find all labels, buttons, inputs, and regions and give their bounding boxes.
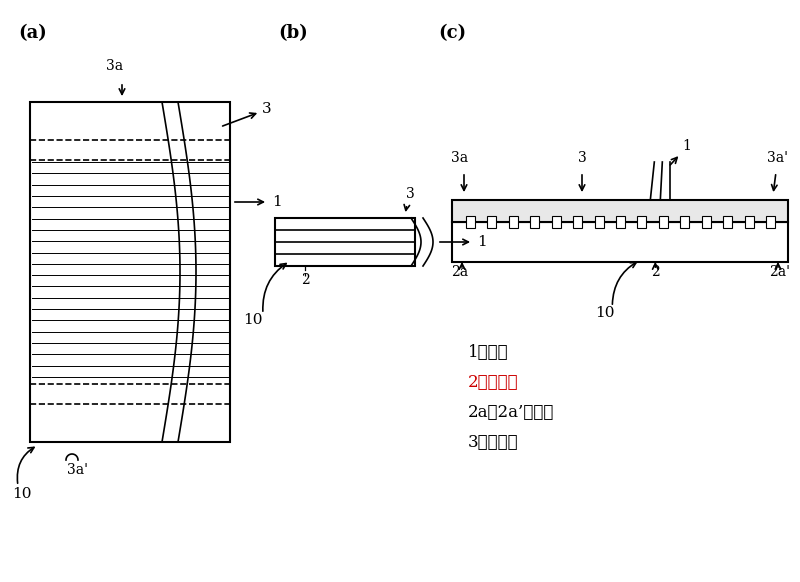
Bar [509,216,518,228]
Bar [659,216,668,228]
Text: 2a: 2a [451,265,469,279]
Bar [723,216,732,228]
Text: 3: 3 [406,187,414,201]
Text: 3a: 3a [451,151,469,165]
Bar [452,222,788,262]
Bar [766,216,775,228]
Bar [680,216,690,228]
Text: 1: 1 [682,139,691,153]
Text: (a): (a) [18,24,46,42]
Text: 3: 3 [262,102,272,116]
Text: 10: 10 [243,313,262,327]
Text: 10: 10 [12,487,31,501]
Bar [573,216,582,228]
Text: (c): (c) [438,24,466,42]
Bar [552,216,561,228]
Text: 3: 3 [578,151,586,165]
Text: 1：芯体: 1：芯体 [468,343,509,360]
Bar [616,216,625,228]
Text: 2a': 2a' [770,265,790,279]
Text: 2: 2 [651,265,660,279]
Text: 2：下覆层: 2：下覆层 [468,374,518,391]
Bar [638,216,646,228]
Text: 1: 1 [477,235,486,249]
Bar [452,200,788,222]
Bar [275,218,415,266]
Bar [30,102,230,442]
Text: 3a': 3a' [67,463,89,477]
Text: 3：上覆层: 3：上覆层 [468,434,518,450]
Bar [745,216,754,228]
Text: 2a，2a’：端面: 2a，2a’：端面 [468,403,554,421]
Bar [487,216,497,228]
Bar [530,216,539,228]
Bar [594,216,603,228]
Text: 10: 10 [595,306,615,320]
Text: 1: 1 [272,195,282,209]
Text: 3a: 3a [106,59,123,73]
Bar [466,216,475,228]
Text: (b): (b) [278,24,308,42]
Text: 3a': 3a' [767,151,789,165]
Text: 2: 2 [301,273,310,287]
Bar [702,216,710,228]
